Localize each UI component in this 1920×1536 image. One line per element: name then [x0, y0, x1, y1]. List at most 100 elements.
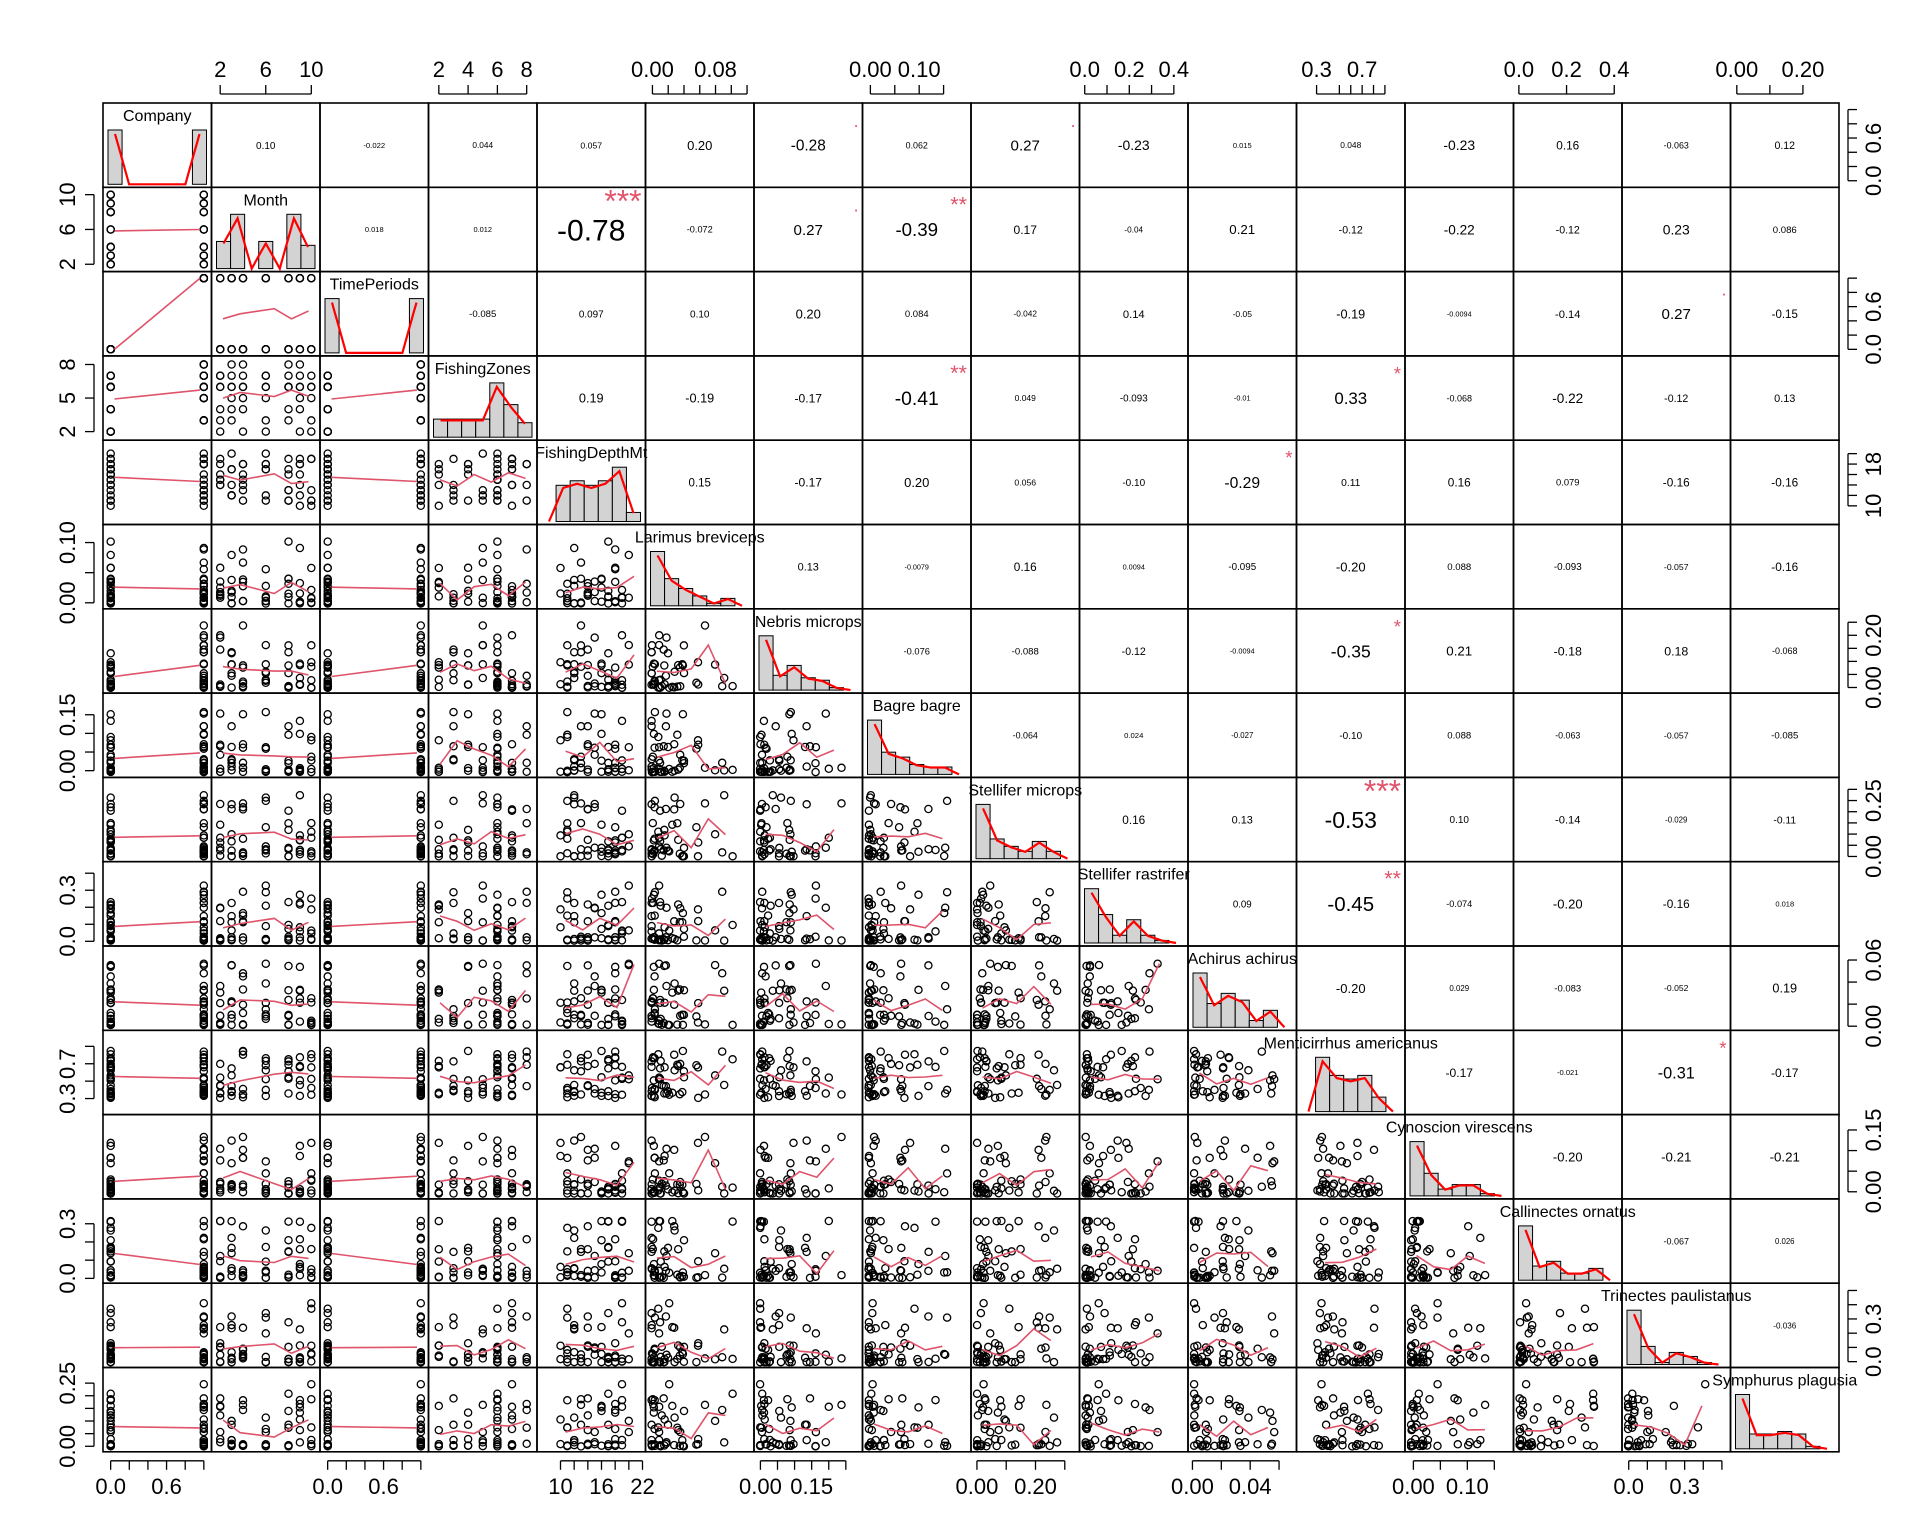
scatter-point: [284, 852, 293, 861]
scatter-point: [416, 633, 426, 642]
cell-10-2: [319, 945, 430, 1032]
cell-8-14: -0.029: [1621, 776, 1732, 863]
scatter-point: [434, 1138, 444, 1148]
scatter-point: [261, 371, 271, 380]
scatter-point: [556, 923, 565, 932]
correlation-value: -0.17: [794, 391, 822, 405]
cell-4-13: 0.079: [1512, 439, 1623, 526]
scatter-point: [1000, 1151, 1009, 1161]
scatter-point: [493, 633, 502, 642]
scatter-point: [238, 683, 248, 692]
correlation-value: -0.027: [1231, 731, 1253, 740]
scatter-point: [1040, 911, 1050, 921]
scatter-point: [876, 887, 885, 897]
scatter-point: [776, 793, 786, 802]
correlation-value: -0.18: [1554, 644, 1582, 658]
scatter-point: [493, 465, 502, 474]
scatter-point: [416, 589, 426, 598]
scatter-point: [238, 360, 248, 369]
scatter-point: [786, 796, 796, 806]
scatter-point: [295, 543, 305, 553]
cell-frame: [970, 1198, 1081, 1285]
scatter-point: [507, 480, 517, 490]
scatter-point: [774, 1091, 784, 1101]
smoother-line: [222, 1255, 309, 1264]
scatter-point: [106, 496, 115, 505]
cell-6-6: Nebris microps: [753, 607, 864, 694]
cell-1-0: [102, 186, 213, 273]
scatter-point: [323, 681, 332, 691]
scatter-point: [261, 273, 271, 283]
scatter-point: [1205, 1153, 1214, 1163]
scatter-point: [728, 1183, 737, 1192]
scatter-point: [449, 1057, 458, 1066]
scatter-point: [710, 960, 720, 970]
scatter-point: [597, 709, 606, 719]
scatter-point: [434, 657, 444, 667]
cell-frame: [753, 1029, 864, 1116]
cell-3-4: 0.19: [536, 355, 647, 441]
cell-frame: [427, 860, 538, 947]
correlation-value: 0.029: [1449, 984, 1469, 993]
scatter-point: [434, 917, 444, 927]
scatter-point: [783, 1053, 792, 1063]
scatter-point: [106, 449, 115, 458]
scatter-point: [307, 485, 316, 495]
scatter-point: [323, 660, 332, 670]
scatter-point: [493, 1144, 502, 1154]
scatter-point: [1124, 981, 1133, 991]
scatter-point: [261, 979, 271, 988]
scatter-point: [507, 764, 517, 774]
scatter-point: [106, 382, 115, 392]
scatter-point: [323, 563, 332, 573]
scatter-point: [661, 671, 671, 681]
scatter-point: [994, 900, 1003, 909]
scatter-point: [295, 673, 305, 683]
scatter-point: [323, 596, 332, 606]
scatter-point: [569, 766, 579, 775]
scatter-point: [660, 1063, 669, 1072]
scatter-point: [199, 393, 209, 403]
scatter-point: [284, 1089, 293, 1098]
scatter-point: [1096, 986, 1106, 995]
scatter-point: [1045, 1005, 1054, 1014]
correlation-value: 0.09: [1233, 899, 1252, 910]
significance-stars: **: [950, 192, 967, 216]
scatter-point: [323, 649, 332, 658]
smoother-line: [114, 228, 201, 232]
scatter-point: [284, 485, 293, 495]
scatter-point: [610, 740, 620, 749]
scatter-point: [261, 345, 271, 354]
variable-label-stellifer-microps: Stellifer microps: [968, 782, 1082, 799]
cell-4-11: 0.11: [1295, 439, 1406, 526]
scatter-point: [1253, 1084, 1262, 1094]
scatter-point: [1253, 1153, 1262, 1163]
cell-frame: [861, 1029, 972, 1116]
correlation-value: -0.0079: [905, 562, 929, 571]
density-curve: [113, 133, 201, 186]
scatter-point: [522, 961, 531, 970]
smoother-line: [331, 920, 418, 928]
cell-9-2: [319, 860, 430, 947]
scatter-point: [556, 998, 565, 1007]
scatter-point: [610, 1060, 620, 1070]
scatter-point: [597, 1216, 606, 1226]
scatter-point: [617, 716, 627, 726]
scatter-point: [522, 682, 531, 691]
scatter-point: [493, 574, 502, 583]
scatter-point: [434, 459, 444, 469]
cell-frame: [319, 607, 430, 694]
cell-0-14: -0.063: [1621, 102, 1732, 189]
scatter-point: [924, 961, 933, 970]
scatter-point: [597, 820, 606, 829]
scatter-point: [569, 599, 579, 608]
scatter-point: [1005, 1186, 1014, 1195]
scatter-point: [583, 581, 593, 591]
scatter-point: [434, 736, 444, 745]
scatter-point: [261, 581, 271, 591]
scatter-point: [597, 574, 606, 583]
scatter-point: [106, 251, 115, 260]
scatter-point: [493, 1153, 502, 1163]
scatter-point: [660, 679, 669, 689]
scatter-point: [199, 199, 209, 208]
